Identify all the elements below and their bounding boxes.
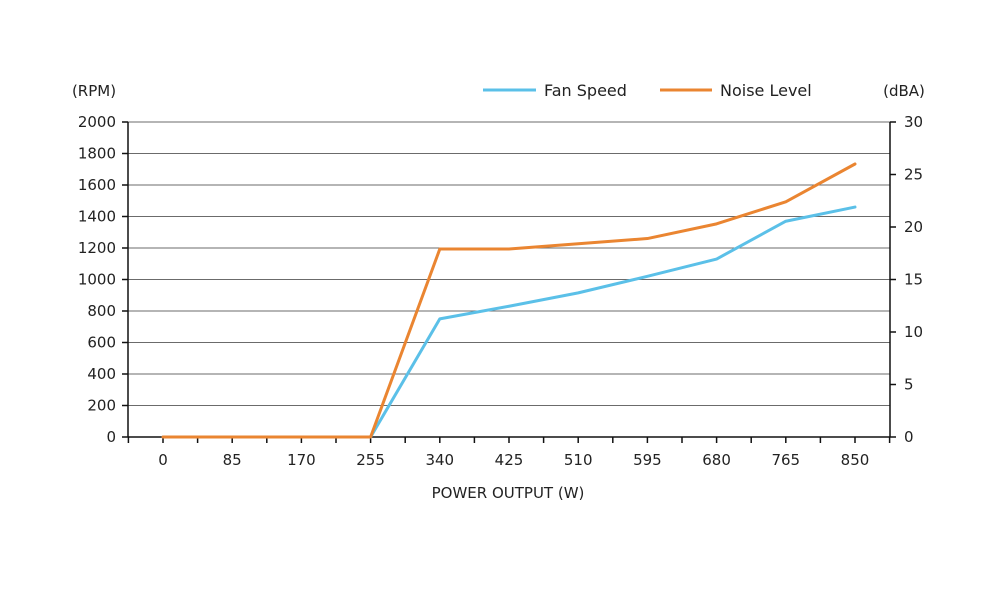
y-right-tick-label: 30 [904, 113, 923, 131]
x-tick-label: 765 [771, 451, 800, 469]
y-left-tick-label: 1800 [78, 145, 116, 163]
x-tick-label: 680 [702, 451, 731, 469]
x-axis-title: POWER OUTPUT (W) [432, 484, 585, 502]
series-line-fan-speed [161, 205, 857, 439]
y-right-axis-title: (dBA) [883, 82, 925, 100]
y-left-tick-label: 800 [87, 302, 116, 320]
tick-labels: 0200400600800100012001400160018002000051… [78, 113, 923, 469]
x-tick-label: 0 [158, 451, 168, 469]
legend-label-noise-level: Noise Level [720, 81, 812, 100]
y-left-tick-label: 1000 [78, 271, 116, 289]
series-lines [161, 162, 857, 439]
y-right-tick-label: 0 [904, 428, 914, 446]
y-right-tick-label: 15 [904, 271, 923, 289]
y-left-axis-title: (RPM) [72, 82, 116, 100]
series-line-noise-level [161, 162, 857, 439]
legend-label-fan-speed: Fan Speed [544, 81, 627, 100]
y-left-tick-label: 1200 [78, 239, 116, 257]
y-right-tick-label: 10 [904, 323, 923, 341]
grid-lines [128, 121, 890, 406]
y-left-tick-label: 0 [106, 428, 116, 446]
y-left-tick-label: 2000 [78, 113, 116, 131]
x-tick-label: 85 [223, 451, 242, 469]
y-left-tick-label: 1400 [78, 208, 116, 226]
x-tick-label: 850 [841, 451, 870, 469]
x-tick-label: 340 [425, 451, 454, 469]
y-left-tick-label: 1600 [78, 176, 116, 194]
y-right-tick-label: 20 [904, 218, 923, 236]
x-tick-label: 170 [287, 451, 316, 469]
x-tick-label: 255 [356, 451, 385, 469]
x-tick-label: 425 [495, 451, 524, 469]
y-right-tick-label: 25 [904, 166, 923, 184]
x-tick-label: 595 [633, 451, 662, 469]
y-left-tick-label: 400 [87, 365, 116, 383]
axes [122, 121, 896, 443]
x-tick-label: 510 [564, 451, 593, 469]
y-left-tick-label: 200 [87, 397, 116, 415]
legend: Fan Speed Noise Level [483, 81, 812, 100]
y-right-tick-label: 5 [904, 376, 914, 394]
y-left-tick-label: 600 [87, 334, 116, 352]
